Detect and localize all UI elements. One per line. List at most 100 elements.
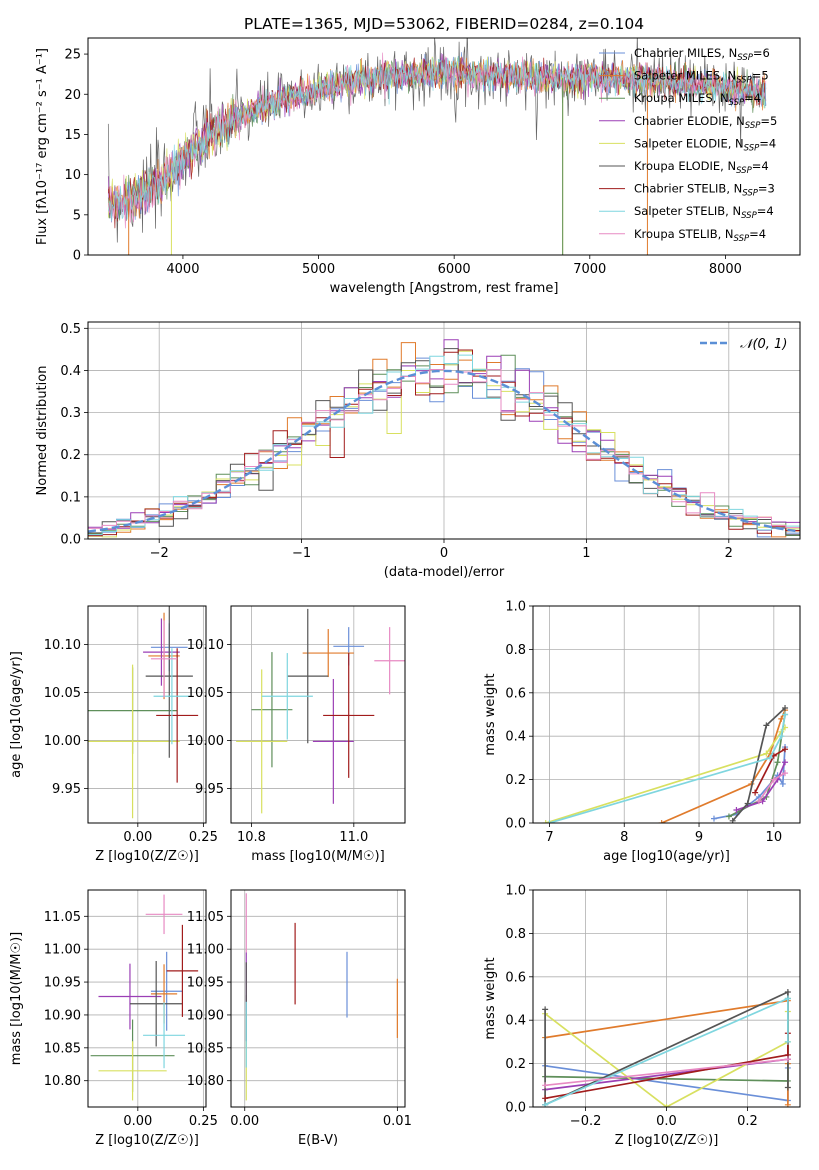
x-tick-label: −1	[292, 546, 311, 561]
x-tick-label: 0.2	[737, 1114, 758, 1129]
y-tick-label: 0.3	[60, 406, 81, 421]
y-tick-label: 0.6	[505, 686, 526, 701]
y-axis-label: Flux [fλ10⁻¹⁷ erg cm⁻² s⁻¹ A⁻¹]	[35, 48, 50, 245]
series-marker	[733, 806, 740, 813]
series-marker	[782, 746, 789, 753]
mass-weight-series	[755, 770, 789, 805]
x-axis-label: Z [log10(Z/Z☉)]	[95, 1133, 199, 1148]
series-marker	[767, 754, 774, 761]
series-marker	[774, 759, 781, 766]
plot-area	[90, 894, 199, 1101]
panel-spectrum: 4000 5000 6000 7000 8000 0 5 10 15 20 25 wavelength…	[35, 37, 801, 296]
y-axis-label: mass [log10(M/M☉)]	[9, 932, 24, 1065]
y-tick-label: 10	[64, 168, 81, 183]
x-axis-label: E(B-V)	[298, 1133, 338, 1148]
series-marker	[658, 820, 665, 823]
series-marker	[542, 1082, 549, 1089]
axes-frame	[532, 605, 801, 824]
y-tick-label: 11.00	[187, 943, 224, 958]
x-tick-label: 7	[545, 830, 553, 845]
mass-weight-series	[546, 711, 789, 823]
x-tick-label: 8	[620, 830, 628, 845]
y-tick-label: 10.10	[187, 638, 224, 653]
plot-area	[245, 893, 398, 1101]
y-axis-label: mass weight	[483, 957, 498, 1039]
y-tick-label: 10.05	[44, 686, 81, 701]
panel-mass-vs-Z: 0.00 0.25 10.80 10.85 10.90 10.95 11.00 11.05 Z …	[9, 889, 218, 1148]
plot-area	[542, 988, 791, 1107]
y-tick-label: 9.95	[195, 782, 224, 797]
x-tick-label: 0.00	[123, 1114, 152, 1129]
series-marker	[778, 733, 785, 740]
legend-label: Kroupa MILES, NSSP=4	[634, 91, 761, 108]
panel-residual-histogram: −2 −1 0 1 2 0.0 0.1 0.2 0.3 0.4 0.5 (data-model)/er…	[35, 321, 801, 580]
errorbar-point	[129, 961, 183, 1047]
mass-weight-series	[752, 746, 789, 796]
legend-label: Chabrier ELODIE, NSSP=5	[634, 114, 777, 131]
series-line	[545, 726, 786, 823]
x-axis-label: wavelength [Angstrom, rest frame]	[330, 281, 559, 296]
y-tick-label: 0.0	[505, 1101, 526, 1116]
y-tick-label: 0.4	[505, 730, 526, 745]
series-marker	[546, 820, 553, 823]
legend-label: Salpeter STELIB, NSSP=4	[634, 204, 774, 221]
y-tick-label: 1.0	[505, 600, 526, 615]
errorbar-point	[251, 652, 293, 768]
series-line	[736, 761, 786, 811]
y-tick-label: 0.1	[60, 490, 81, 505]
y-tick-label: 0.4	[505, 1014, 526, 1029]
legend-label: Chabrier STELIB, NSSP=3	[634, 182, 775, 199]
x-axis-label: (data-model)/error	[384, 565, 505, 580]
series-marker	[542, 1095, 549, 1102]
series-marker	[779, 780, 786, 787]
errorbar-point	[156, 648, 199, 783]
errorbar-point	[145, 606, 193, 758]
x-tick-label: 5000	[302, 262, 335, 277]
errorbar-point	[166, 924, 199, 1017]
y-tick-label: 11.05	[187, 910, 224, 925]
y-tick-label: 1.0	[505, 884, 526, 899]
series-marker	[755, 798, 762, 805]
y-tick-label: 10.90	[187, 1008, 224, 1023]
legend-label: Salpeter ELODIE, NSSP=4	[634, 136, 776, 153]
errorbar-point	[374, 627, 405, 695]
y-axis-label: mass weight	[483, 673, 498, 755]
axes-frame	[230, 605, 406, 824]
series-marker	[778, 715, 785, 722]
series-marker	[542, 820, 549, 823]
y-tick-label: 10.90	[44, 1008, 81, 1023]
y-axis-label: age [log10(age/yr)]	[9, 651, 24, 778]
x-tick-label: 0.01	[383, 1114, 412, 1129]
errorbar-point	[150, 620, 178, 698]
series-marker	[763, 750, 770, 757]
legend-label: Salpeter MILES, NSSP=5	[634, 69, 769, 86]
y-tick-label: 0.0	[505, 817, 526, 832]
panel-age-vs-Z: 0.00 0.25 9.95 10.00 10.05 10.10 Z [log10(Z/Z☉…	[9, 605, 218, 864]
plot-area	[107, 38, 767, 255]
legend: 𝒩(0, 1)	[700, 337, 787, 352]
axes-frame	[230, 889, 406, 1108]
series-marker	[542, 1006, 549, 1013]
plot-area	[542, 704, 789, 823]
x-tick-label: 0.25	[189, 830, 218, 845]
mass-weight-series	[733, 759, 789, 813]
y-tick-label: 0.0	[60, 533, 81, 548]
x-tick-label: 2	[725, 546, 733, 561]
y-tick-label: 0.2	[505, 1057, 526, 1072]
series-marker	[782, 704, 789, 711]
series-marker	[770, 776, 777, 783]
errorbar-point	[312, 678, 354, 804]
series-line	[545, 1058, 788, 1087]
mass-weight-series	[729, 704, 789, 823]
errorbar-point	[236, 669, 288, 814]
y-tick-label: 10.10	[44, 638, 81, 653]
mass-weight-series	[542, 995, 791, 1107]
x-tick-label: 0.0	[656, 1114, 677, 1129]
x-tick-label: 0	[440, 546, 448, 561]
y-tick-label: 5	[73, 208, 81, 223]
x-tick-label: 0.00	[230, 1114, 259, 1129]
series-marker	[784, 1084, 791, 1091]
legend-label: Kroupa STELIB, NSSP=4	[634, 227, 766, 244]
plot-area	[88, 606, 199, 819]
plot-area	[88, 339, 800, 539]
